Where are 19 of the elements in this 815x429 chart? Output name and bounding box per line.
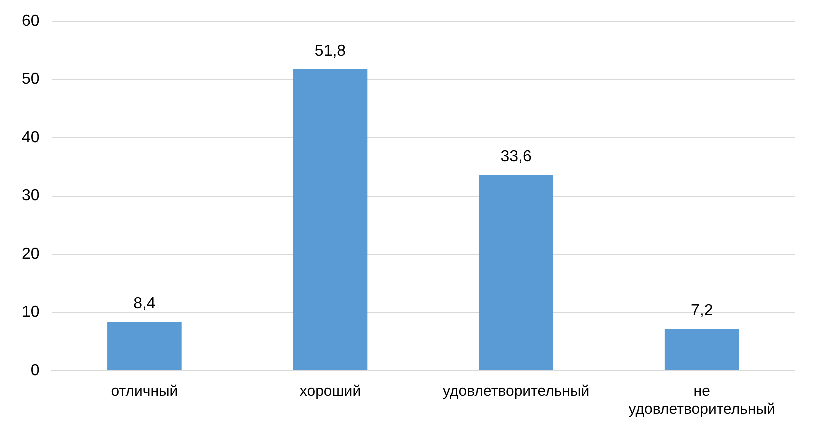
y-tick-label: 40 xyxy=(22,129,40,146)
data-label: 33,6 xyxy=(500,148,532,166)
data-label: 51,8 xyxy=(314,42,346,60)
x-tick-label: отличный xyxy=(111,383,178,400)
bar xyxy=(108,322,182,370)
y-tick-label: 60 xyxy=(22,13,40,30)
y-tick-label: 30 xyxy=(22,188,40,205)
y-tick-label: 0 xyxy=(30,362,40,380)
bar xyxy=(664,329,740,370)
data-label: 8,4 xyxy=(134,295,156,312)
data-label: 7,2 xyxy=(690,302,714,320)
x-tick-label: не удовлетворительный xyxy=(628,383,776,418)
bar xyxy=(479,175,554,370)
x-tick-label: удовлетворительный xyxy=(442,383,590,400)
bar xyxy=(293,69,368,370)
y-tick-label: 20 xyxy=(22,246,40,263)
y-tick-label: 50 xyxy=(22,71,40,88)
y-tick-label: 10 xyxy=(22,304,40,322)
x-tick-label: хороший xyxy=(300,383,362,400)
